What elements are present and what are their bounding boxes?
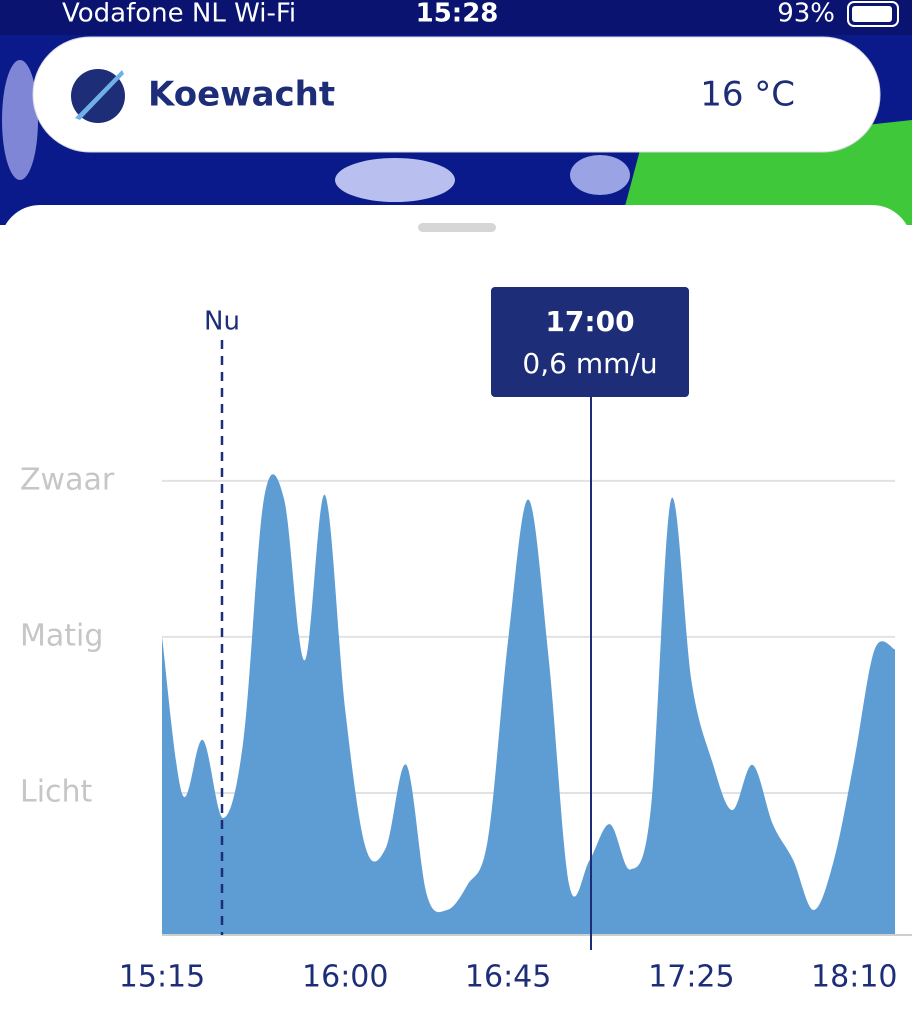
x-tick-label: 15:15 [119, 960, 205, 995]
logo-stripe [75, 70, 124, 120]
y-tick-label: Zwaar [20, 462, 115, 497]
x-tick-label: 16:00 [302, 960, 388, 995]
carrier: Vodafone NL Wi-Fi [62, 0, 296, 29]
x-tick-label: 17:25 [648, 960, 734, 995]
rain-area [162, 474, 895, 935]
rain-cloud [335, 158, 455, 202]
rain-cloud [2, 60, 38, 180]
tooltip-time: 17:00 [545, 305, 634, 338]
battery-level: 93% [777, 0, 835, 29]
status-bar [0, 0, 912, 35]
battery-fill [852, 6, 892, 22]
tooltip [491, 287, 689, 397]
chart: Licht Matig Zwaar 15:15 16:00 16:45 17:25 18:10… [20, 287, 912, 995]
x-tick-label: 16:45 [465, 960, 551, 995]
tooltip-value: 0,6 mm/u [522, 347, 657, 380]
clock: 15:28 [416, 0, 499, 29]
rain-cloud [570, 155, 630, 195]
temperature: 16 °C [700, 75, 795, 115]
now-label: Nu [204, 307, 240, 337]
location-bar[interactable] [32, 36, 881, 153]
battery-icon [847, 1, 899, 27]
location-name[interactable]: Koewacht [148, 75, 335, 115]
sheet-handle[interactable] [418, 223, 496, 232]
x-tick-label: 18:10 [811, 960, 897, 995]
y-tick-label: Matig [20, 618, 103, 653]
y-tick-label: Licht [20, 774, 93, 809]
